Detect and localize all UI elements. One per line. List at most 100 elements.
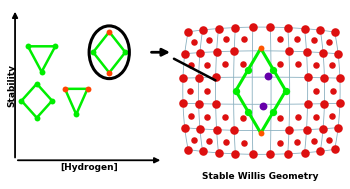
Point xyxy=(260,104,265,107)
Point xyxy=(278,62,283,65)
Point xyxy=(85,87,90,90)
Point xyxy=(233,89,239,92)
Point xyxy=(197,127,203,130)
Point xyxy=(205,63,210,66)
Point xyxy=(317,150,323,153)
Point xyxy=(329,64,335,67)
Point xyxy=(271,68,276,71)
Text: Stability: Stability xyxy=(8,64,17,107)
Point xyxy=(335,126,341,129)
Point xyxy=(232,152,238,155)
Point xyxy=(39,70,44,73)
Point xyxy=(268,26,273,29)
Point xyxy=(34,116,40,119)
Point xyxy=(180,102,186,105)
Point xyxy=(311,140,317,143)
Point xyxy=(294,141,300,144)
Point xyxy=(206,39,212,42)
Point xyxy=(250,153,255,156)
Point xyxy=(231,50,237,53)
Point xyxy=(191,138,196,141)
Point xyxy=(188,89,193,92)
Point xyxy=(314,89,319,92)
Point xyxy=(302,27,307,30)
Point xyxy=(232,26,238,29)
Point xyxy=(258,132,264,135)
Point xyxy=(122,51,128,54)
Point xyxy=(258,47,264,50)
Point xyxy=(313,63,319,66)
Point xyxy=(49,99,55,102)
Point xyxy=(19,99,24,102)
Point xyxy=(204,89,210,92)
Point xyxy=(231,129,237,132)
Point xyxy=(317,29,323,32)
Point xyxy=(222,63,228,66)
Point xyxy=(337,102,343,105)
Point xyxy=(200,150,205,153)
Point xyxy=(295,116,301,119)
Point xyxy=(241,141,246,144)
Point xyxy=(213,76,218,79)
Point xyxy=(283,89,288,92)
Point xyxy=(196,102,202,105)
Point xyxy=(320,51,326,54)
Point xyxy=(329,115,335,118)
Point xyxy=(197,51,203,54)
Point xyxy=(34,82,40,85)
Point xyxy=(188,115,194,118)
Text: [Hydrogen]: [Hydrogen] xyxy=(60,163,118,172)
Point xyxy=(304,50,309,53)
Point xyxy=(335,52,341,55)
Point xyxy=(223,38,229,41)
Point xyxy=(222,116,228,119)
Point xyxy=(332,148,337,151)
Point xyxy=(25,45,31,48)
Point xyxy=(330,89,335,92)
Point xyxy=(200,29,205,32)
Point xyxy=(304,128,309,131)
Point xyxy=(186,30,191,33)
Point xyxy=(186,148,191,151)
Point xyxy=(52,45,58,48)
Point xyxy=(188,64,194,67)
Point xyxy=(337,77,343,80)
Point xyxy=(286,50,292,53)
Point xyxy=(322,76,327,79)
Point xyxy=(295,63,301,66)
Point xyxy=(327,138,332,141)
Point xyxy=(286,129,292,132)
Point xyxy=(277,141,282,144)
Point xyxy=(62,87,68,90)
Point xyxy=(180,77,186,80)
Point xyxy=(278,116,283,119)
Point xyxy=(216,151,221,154)
Point xyxy=(74,113,79,116)
Point xyxy=(311,39,317,42)
Point xyxy=(285,26,290,29)
Point xyxy=(322,102,327,105)
Point xyxy=(305,76,310,79)
Point xyxy=(245,110,251,113)
Point xyxy=(313,115,319,118)
Point xyxy=(216,27,221,30)
Point xyxy=(182,126,188,129)
Point xyxy=(240,116,246,119)
Point xyxy=(213,102,218,105)
Point xyxy=(240,62,246,65)
Point xyxy=(206,140,212,143)
Point xyxy=(241,37,246,40)
Point xyxy=(327,40,332,43)
Point xyxy=(196,76,202,79)
Point xyxy=(214,128,219,131)
Point xyxy=(214,50,219,53)
Point xyxy=(285,152,290,155)
Point xyxy=(106,30,112,33)
Point xyxy=(245,68,251,71)
Point xyxy=(305,102,310,105)
Point xyxy=(271,110,276,113)
Point xyxy=(205,115,210,118)
Point xyxy=(277,37,282,40)
Point xyxy=(268,153,273,156)
Point xyxy=(90,51,96,54)
